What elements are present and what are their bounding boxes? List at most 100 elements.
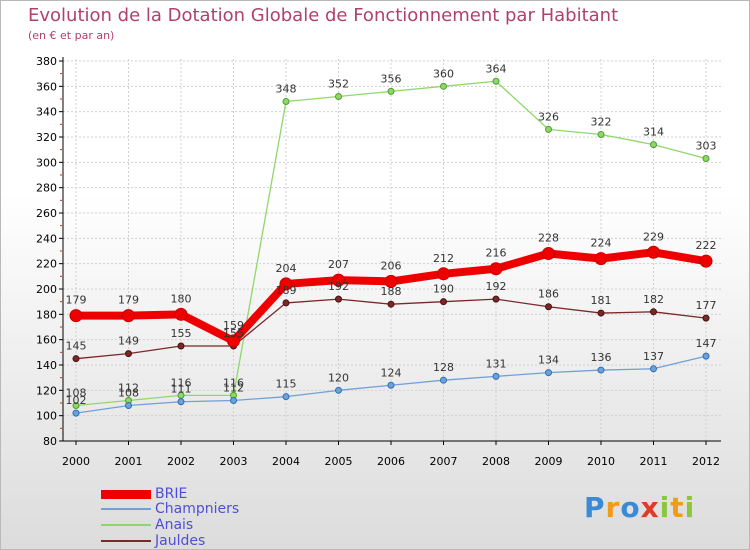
data-label-brie: 179 [118, 294, 139, 307]
legend-item-champniers: Champniers [101, 501, 239, 517]
data-point-brie [594, 252, 608, 266]
data-label-jauldes: 186 [538, 288, 559, 301]
logo-letter: r [605, 491, 621, 524]
data-point-anais [545, 125, 552, 133]
data-label-brie: 228 [538, 232, 559, 245]
y-tick-label: 200 [36, 283, 57, 296]
y-tick-label: 280 [36, 182, 57, 195]
data-label-anais: 356 [381, 72, 402, 85]
data-point-jauldes [492, 295, 500, 303]
proxiti-logo: Proxiti [584, 491, 695, 524]
y-tick-label: 100 [36, 410, 57, 423]
x-tick-label: 2004 [272, 455, 300, 468]
data-label-anais: 322 [591, 115, 612, 128]
data-label-jauldes: 192 [328, 280, 349, 293]
data-label-anais: 116 [171, 376, 192, 389]
data-label-anais: 348 [276, 83, 297, 96]
legend-swatch-champniers [101, 508, 151, 510]
y-tick-label: 160 [36, 334, 57, 347]
data-label-anais: 314 [643, 126, 664, 139]
logo-letter: o [620, 491, 641, 524]
legend-item-jauldes: Jauldes [101, 533, 205, 549]
data-label-brie: 206 [381, 259, 402, 272]
x-tick-label: 2003 [220, 455, 248, 468]
data-label-brie: 179 [66, 294, 87, 307]
data-point-champniers [545, 369, 552, 377]
data-point-champniers [335, 386, 342, 394]
data-point-champniers [440, 376, 447, 384]
data-label-brie: 180 [171, 292, 192, 305]
data-point-champniers [125, 402, 132, 410]
x-tick-label: 2010 [587, 455, 615, 468]
data-label-champniers: 120 [328, 371, 349, 384]
data-point-anais [282, 98, 290, 106]
data-label-champniers: 137 [643, 350, 664, 363]
data-point-anais [597, 130, 605, 138]
data-label-brie: 224 [591, 237, 612, 250]
data-label-jauldes: 145 [66, 340, 87, 353]
data-point-jauldes [597, 309, 605, 317]
data-point-brie [279, 277, 293, 291]
data-label-jauldes: 181 [591, 294, 612, 307]
legend-label: BRIE [155, 486, 188, 502]
legend-item-brie: BRIE [101, 486, 187, 502]
data-point-champniers [282, 393, 290, 401]
data-point-champniers [597, 366, 605, 374]
data-point-jauldes [702, 314, 710, 322]
data-point-jauldes [125, 350, 132, 358]
data-label-jauldes: 192 [486, 280, 507, 293]
y-tick-label: 180 [36, 308, 57, 321]
x-tick-label: 2005 [325, 455, 353, 468]
data-label-champniers: 124 [381, 366, 402, 379]
data-label-anais: 326 [538, 110, 559, 123]
data-label-anais: 352 [328, 77, 349, 90]
data-label-brie: 207 [328, 258, 349, 271]
data-point-champniers [702, 352, 710, 360]
data-point-champniers [387, 381, 395, 389]
data-label-jauldes: 149 [118, 335, 139, 348]
data-point-jauldes [650, 308, 657, 316]
data-point-jauldes [387, 300, 395, 308]
legend-item-anais: Anais [101, 517, 193, 533]
logo-letter: i [684, 491, 696, 524]
data-label-jauldes: 182 [643, 293, 664, 306]
x-tick-label: 2002 [167, 455, 195, 468]
data-point-brie [122, 309, 135, 323]
data-point-jauldes [282, 299, 290, 307]
data-label-champniers: 111 [171, 383, 192, 396]
logo-letter: t [670, 491, 685, 524]
y-tick-label: 300 [36, 156, 57, 169]
data-point-champniers [177, 398, 185, 406]
data-point-champniers [492, 372, 500, 380]
data-point-anais [72, 402, 80, 410]
chart-subtitle: (en € et par an) [28, 29, 115, 42]
data-point-anais [650, 141, 657, 149]
data-label-brie: 204 [276, 262, 297, 275]
data-point-jauldes [440, 298, 447, 306]
logo-letter: P [584, 491, 606, 524]
data-point-jauldes [545, 303, 552, 311]
data-label-anais: 108 [66, 387, 87, 400]
data-point-brie [542, 247, 555, 261]
data-point-anais [387, 87, 395, 95]
data-label-champniers: 147 [696, 337, 717, 350]
data-label-champniers: 112 [223, 381, 244, 394]
data-point-jauldes [177, 342, 185, 350]
data-label-champniers: 128 [433, 361, 454, 374]
data-point-anais [492, 77, 500, 85]
data-point-champniers [72, 409, 80, 417]
y-tick-label: 140 [36, 359, 57, 372]
data-label-jauldes: 155 [223, 327, 244, 340]
data-point-anais [440, 82, 447, 90]
x-tick-label: 2000 [62, 455, 90, 468]
data-label-jauldes: 155 [171, 327, 192, 340]
legend-label: Champniers [155, 501, 240, 517]
y-tick-label: 120 [36, 384, 57, 397]
x-tick-label: 2006 [377, 455, 405, 468]
x-tick-label: 2009 [535, 455, 563, 468]
x-tick-label: 2011 [640, 455, 668, 468]
data-point-champniers [230, 396, 237, 404]
data-label-anais: 364 [486, 62, 507, 75]
